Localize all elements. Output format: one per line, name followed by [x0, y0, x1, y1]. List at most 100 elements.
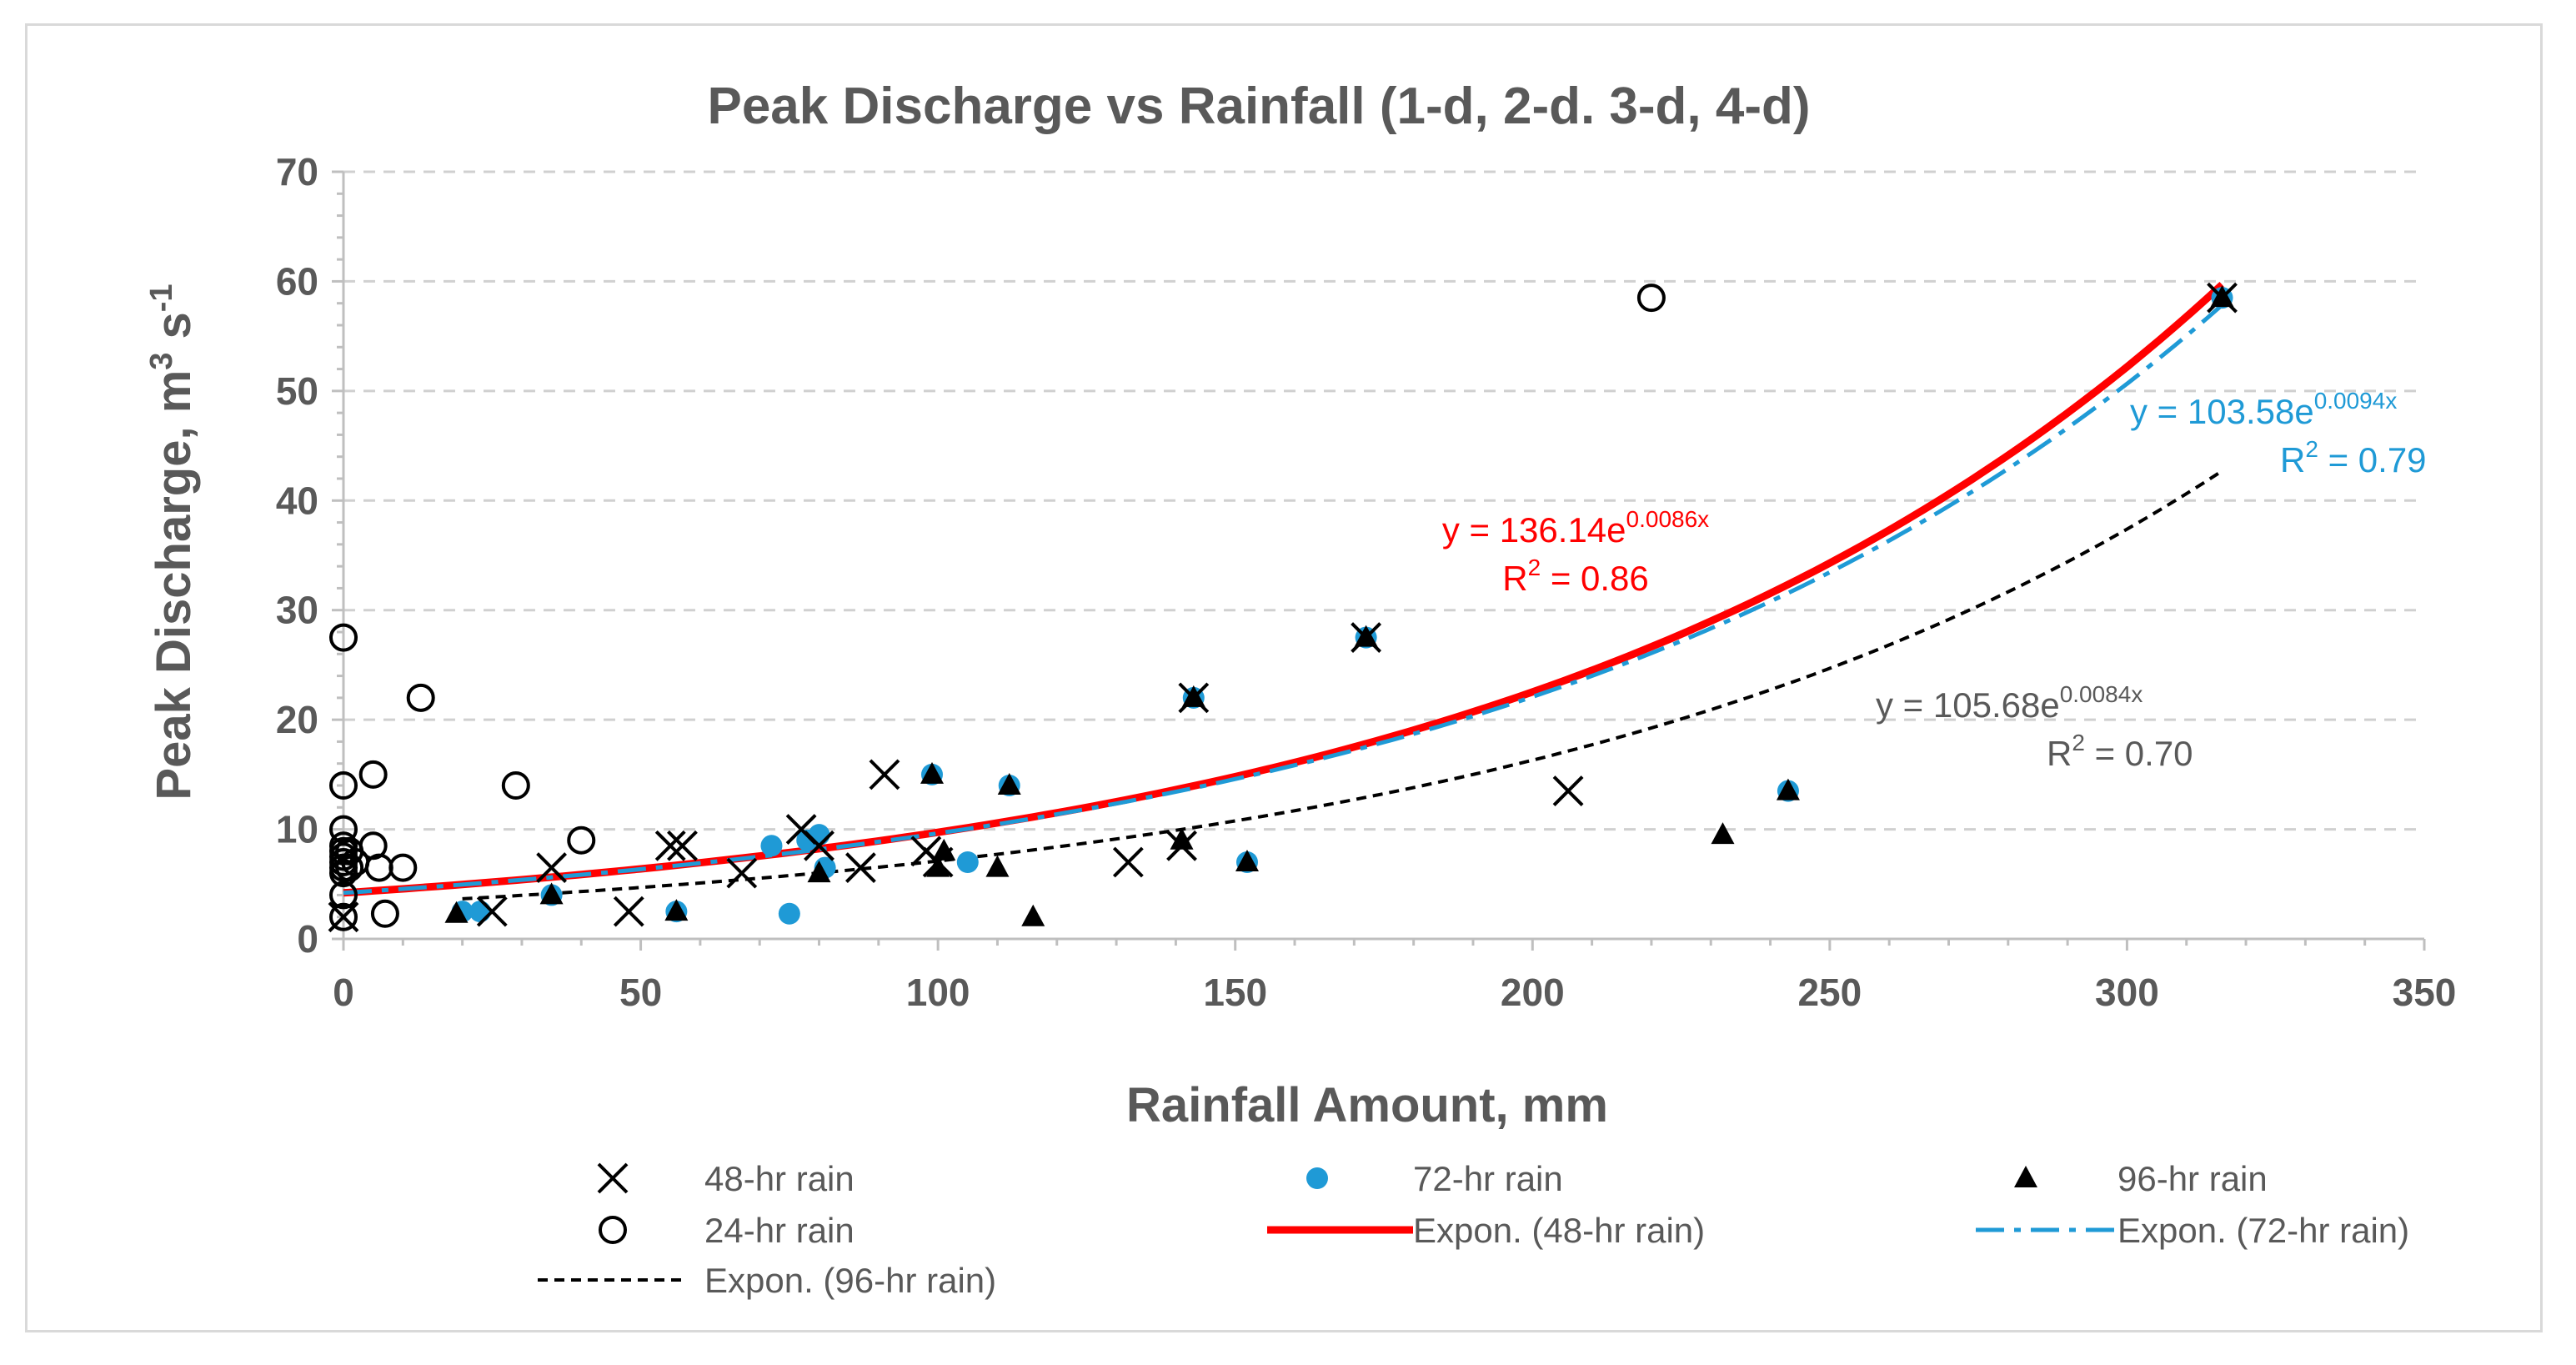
trend-equation-1: y = 103.58e0.0094x — [2130, 388, 2397, 431]
legend-marker-1 — [1306, 1167, 1328, 1189]
marker-x-stroke — [597, 1162, 629, 1194]
point-dot-4 — [760, 835, 783, 857]
y-axis-title-sup2: -1 — [144, 284, 179, 312]
legend-label-5: Expon. (72-hr rain) — [2117, 1211, 2409, 1250]
point-circle-1 — [329, 771, 358, 800]
text-layer: Peak Discharge vs Rainfall (1-d, 2-d. 3-… — [144, 78, 1811, 1132]
y-tick-label-10: 10 — [276, 808, 318, 851]
point-x-14 — [1166, 830, 1197, 861]
equation-layer: y = 136.14e0.0086x R2 = 0.86 y = 103.58e0.… — [1442, 388, 2427, 773]
legend-label-3: 24-hr rain — [704, 1211, 854, 1250]
marker-x-stroke — [667, 830, 698, 861]
y-axis-title: Peak Discharge, m3 s-1 — [144, 284, 201, 800]
point-triangle-9 — [1021, 904, 1045, 926]
trend-r2-symbol: R — [2280, 440, 2305, 479]
marker-x-stroke — [1112, 846, 1144, 878]
marker-x-stroke — [845, 852, 876, 883]
legend-marker-2 — [2014, 1166, 2037, 1187]
x-tick-label-200: 200 — [1501, 971, 1565, 1014]
trendline-1 — [343, 303, 2224, 896]
marker-x-stroke — [1552, 775, 1584, 806]
point-circle-10 — [329, 902, 358, 931]
chart-frame — [25, 23, 2543, 1332]
point-x-8 — [804, 830, 834, 861]
point-triangle-6 — [932, 838, 956, 861]
marker-x-stroke — [785, 814, 817, 845]
point-circle-15 — [358, 760, 388, 789]
trend-r2-0: R2 = 0.86 — [1502, 555, 1649, 598]
x-tick-label-150: 150 — [1203, 971, 1267, 1014]
point-x-4 — [654, 830, 686, 861]
point-x-18 — [2207, 282, 2238, 314]
point-triangle-5 — [926, 855, 950, 877]
marker-x-stroke — [328, 901, 359, 933]
point-x-17 — [1552, 775, 1584, 806]
point-circle-18 — [388, 853, 418, 882]
legend-label-0: 48-hr rain — [704, 1159, 854, 1198]
chart-title: Peak Discharge vs Rainfall (1-d, 2-d. 3-… — [707, 78, 1810, 135]
trend-r2-2: R2 = 0.70 — [2047, 730, 2193, 773]
y-tick-label-30: 30 — [276, 589, 318, 632]
x-tick-label-0: 0 — [333, 971, 354, 1014]
point-triangle-2 — [664, 899, 689, 921]
legend: 48-hr rain 72-hr rain 96-hr rain 24-hr rain… — [538, 1159, 2409, 1300]
x-tick-label-350: 350 — [2393, 971, 2457, 1014]
trendline-0 — [343, 281, 2225, 897]
point-x-2 — [536, 852, 568, 883]
point-circle-22 — [1636, 284, 1666, 313]
trendline-2 — [462, 469, 2223, 901]
point-triangle-12 — [1235, 850, 1259, 871]
marker-x-stroke — [1166, 830, 1197, 861]
trend-equation-2: y = 105.68e0.0084x — [1876, 681, 2142, 725]
axes-layer: 0 10 20 30 40 50 60 70 0 50 100 150 200 250 300 350 — [276, 150, 2457, 1014]
point-x-16 — [1351, 622, 1382, 653]
marker-x-stroke — [922, 846, 954, 878]
legend-marker-0 — [597, 1162, 629, 1194]
x-tick-label-100: 100 — [906, 971, 970, 1014]
y-tick-label-70: 70 — [276, 150, 318, 193]
point-dot-5 — [778, 902, 800, 925]
point-triangle-10 — [1170, 827, 1194, 850]
marker-x-stroke — [654, 830, 686, 861]
point-x-13 — [1112, 846, 1144, 878]
grid-layer — [343, 170, 2424, 831]
x-tick-label-50: 50 — [619, 971, 662, 1014]
point-circle-19 — [406, 683, 435, 712]
marker-layer — [328, 282, 2238, 933]
y-axis-title-mid: s — [147, 312, 201, 352]
marker-x-stroke — [726, 857, 758, 889]
trend-equation-base: y = 136.14e — [1442, 510, 1626, 550]
point-triangle-3 — [807, 861, 831, 883]
y-tick-label-40: 40 — [276, 479, 318, 522]
point-x-6 — [726, 857, 758, 889]
marker-x-stroke — [536, 852, 568, 883]
y-tick-label-0: 0 — [297, 917, 318, 961]
point-circle-0 — [329, 623, 358, 652]
point-triangle-8 — [997, 773, 1021, 795]
point-x-0 — [328, 901, 359, 933]
point-circle-12 — [335, 853, 364, 882]
trend-r2-sup: 2 — [1528, 555, 1541, 580]
y-tick-label-50: 50 — [276, 369, 318, 413]
trend-equation-base: y = 105.68e — [1876, 685, 2060, 725]
point-x-10 — [869, 759, 900, 790]
trend-r2-value: = 0.79 — [2318, 440, 2427, 479]
legend-label-2: 96-hr rain — [2117, 1159, 2268, 1198]
trend-r2-sup: 2 — [2072, 730, 2085, 755]
point-circle-17 — [370, 899, 399, 928]
legend-label-1: 72-hr rain — [1413, 1159, 1563, 1198]
point-circle-16 — [364, 853, 393, 882]
point-triangle-0 — [444, 901, 469, 923]
legend-label-4: Expon. (48-hr rain) — [1413, 1211, 1705, 1250]
point-dot-7 — [808, 824, 830, 846]
x-tick-label-250: 250 — [1797, 971, 1862, 1014]
trend-equation-exponent: 0.0094x — [2314, 388, 2398, 414]
trend-equation-exponent: 0.0086x — [1626, 506, 1710, 532]
trend-r2-symbol: R — [2047, 734, 2072, 773]
point-circle-9 — [329, 881, 358, 910]
marker-x-stroke — [476, 896, 508, 927]
marker-x-stroke — [2207, 282, 2238, 314]
point-x-3 — [613, 896, 644, 927]
x-axis-title: Rainfall Amount, mm — [1126, 1078, 1608, 1132]
